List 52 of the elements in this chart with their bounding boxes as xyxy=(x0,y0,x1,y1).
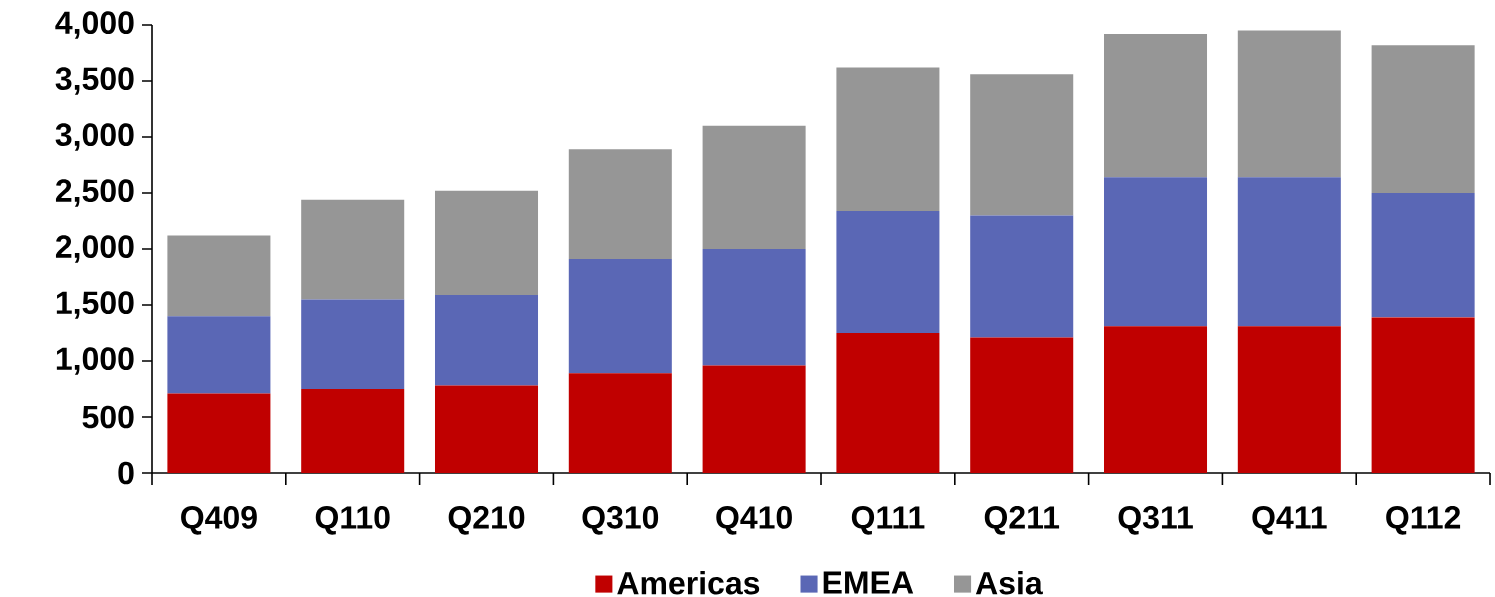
bar xyxy=(1371,192,1475,318)
bar xyxy=(1104,177,1208,327)
y-tick-label: 0 xyxy=(118,461,134,485)
y-tick-label: 500 xyxy=(82,405,134,429)
bar xyxy=(301,299,405,389)
x-tick-label: Q211 xyxy=(984,506,1060,535)
bar xyxy=(434,294,539,386)
bar xyxy=(301,199,405,300)
bar xyxy=(970,337,1074,473)
bar xyxy=(568,149,672,260)
bar xyxy=(301,388,405,473)
bar xyxy=(167,235,271,317)
x-tick-label: Q410 xyxy=(716,506,792,535)
bar xyxy=(434,190,539,295)
bar xyxy=(1237,326,1341,473)
bar xyxy=(970,74,1074,216)
bar xyxy=(1104,33,1208,178)
x-tick-label: Q411 xyxy=(1252,506,1327,535)
x-tick-label: Q409 xyxy=(181,506,257,535)
legend-label: Asia xyxy=(975,570,1043,595)
bar xyxy=(568,373,672,473)
y-tick-label: 3,000 xyxy=(55,123,134,151)
bar xyxy=(1104,326,1208,473)
x-tick-label: Q310 xyxy=(582,506,659,535)
bar xyxy=(434,385,539,473)
bar xyxy=(167,316,271,394)
bar xyxy=(167,393,271,473)
y-tick-label: 3,500 xyxy=(55,67,134,95)
x-tick-label: Q110 xyxy=(315,506,390,535)
y-tick-label: 1,000 xyxy=(56,347,134,375)
legend-label: EMEA xyxy=(823,571,914,594)
bar xyxy=(1237,177,1341,327)
bar xyxy=(836,210,940,333)
bar xyxy=(970,215,1074,338)
y-tick-label: 2,000 xyxy=(55,235,134,263)
x-tick-label: Q311 xyxy=(1118,506,1193,535)
bar xyxy=(702,125,806,249)
bar xyxy=(1371,317,1475,473)
bar xyxy=(836,332,940,473)
x-tick-label: Q111 xyxy=(851,506,925,535)
y-tick-label: 2,500 xyxy=(55,179,134,207)
y-tick-label: 4,000 xyxy=(55,11,134,39)
x-tick-label: Q112 xyxy=(1386,506,1461,535)
bar xyxy=(702,365,806,473)
y-tick-label: 1,500 xyxy=(56,291,134,319)
bar xyxy=(568,259,672,374)
bar xyxy=(1237,30,1341,178)
legend-label: Americas xyxy=(617,570,760,595)
bar xyxy=(836,67,940,211)
bar xyxy=(1371,45,1475,193)
x-tick-label: Q210 xyxy=(448,506,525,535)
bar xyxy=(702,248,806,366)
